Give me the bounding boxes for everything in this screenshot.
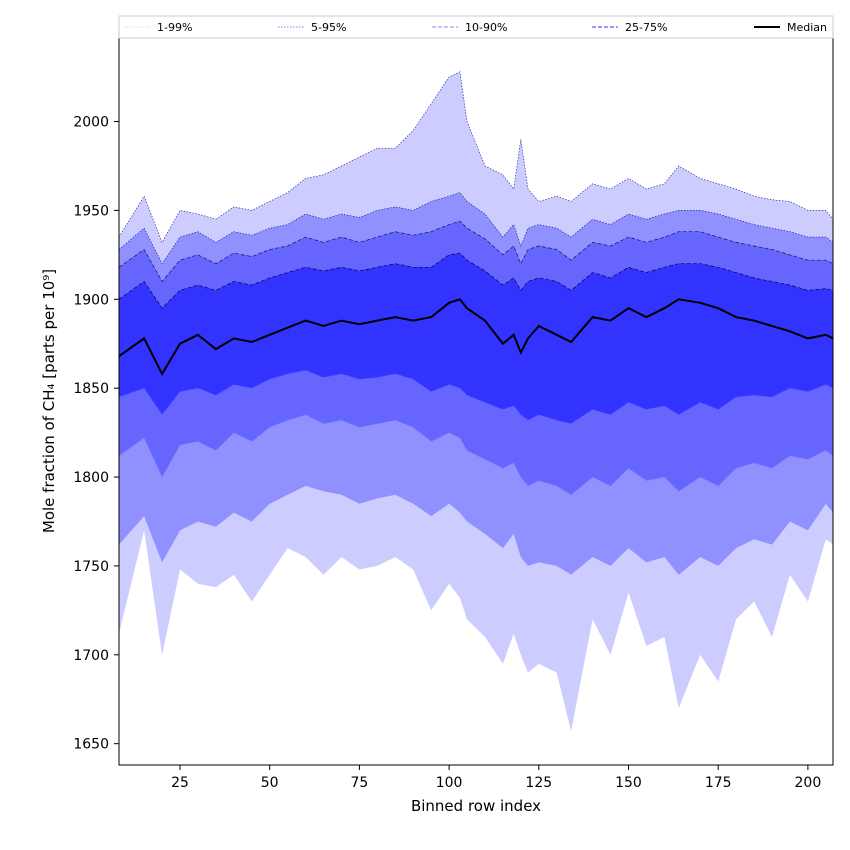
x-axis: 25 50 75 100 125 150 175 200 bbox=[171, 765, 821, 791]
outline-p25 bbox=[118, 370, 834, 425]
y-tick-label: 2000 bbox=[73, 115, 109, 131]
x-tick-label: 75 bbox=[350, 775, 368, 791]
legend-frame bbox=[118, 15, 834, 39]
x-tick-label: 25 bbox=[171, 775, 189, 791]
y-tick-label: 1650 bbox=[73, 737, 109, 753]
y-tick-label: 1900 bbox=[73, 292, 109, 308]
y-tick-label: 1950 bbox=[73, 203, 109, 219]
x-tick-label: 175 bbox=[705, 775, 732, 791]
outline-p75 bbox=[118, 252, 834, 309]
x-tick-label: 150 bbox=[615, 775, 642, 791]
x-tick-label: 100 bbox=[436, 775, 463, 791]
y-axis: 1650 1700 1750 1800 1850 1900 1950 2000 bbox=[73, 115, 119, 753]
y-tick-label: 1700 bbox=[73, 648, 109, 664]
median-layer bbox=[118, 298, 834, 376]
percentile-band-outlines bbox=[118, 71, 834, 496]
outline-p10 bbox=[118, 414, 834, 496]
legend-entry: 10-90% bbox=[432, 21, 507, 34]
legend-entry: 1-99% bbox=[124, 21, 192, 34]
x-tick-label: 125 bbox=[525, 775, 552, 791]
legend-label: Median bbox=[787, 21, 827, 34]
outline-p90 bbox=[118, 220, 834, 283]
legend: 1-99% 5-95% 10-90% 25-75% Median bbox=[118, 15, 834, 39]
median-line bbox=[118, 298, 834, 376]
band-25-75 bbox=[119, 253, 833, 424]
y-axis-label: Mole fraction of CH₄ [parts per 10⁹] bbox=[40, 269, 58, 533]
x-tick-label: 200 bbox=[795, 775, 822, 791]
legend-entry: 25-75% bbox=[592, 21, 667, 34]
y-tick-label: 1800 bbox=[73, 470, 109, 486]
legend-label: 25-75% bbox=[625, 21, 667, 34]
legend-label: 5-95% bbox=[311, 21, 346, 34]
legend-entry: Median bbox=[754, 21, 827, 34]
x-tick-label: 50 bbox=[261, 775, 279, 791]
outline-p95 bbox=[118, 192, 834, 265]
outline-p99 bbox=[118, 71, 834, 244]
percentile-bands bbox=[119, 71, 833, 732]
legend-label: 10-90% bbox=[465, 21, 507, 34]
y-tick-label: 1750 bbox=[73, 559, 109, 575]
legend-label: 1-99% bbox=[157, 21, 192, 34]
y-tick-label: 1850 bbox=[73, 381, 109, 397]
legend-entry: 5-95% bbox=[278, 21, 346, 34]
x-axis-label: Binned row index bbox=[411, 797, 541, 815]
